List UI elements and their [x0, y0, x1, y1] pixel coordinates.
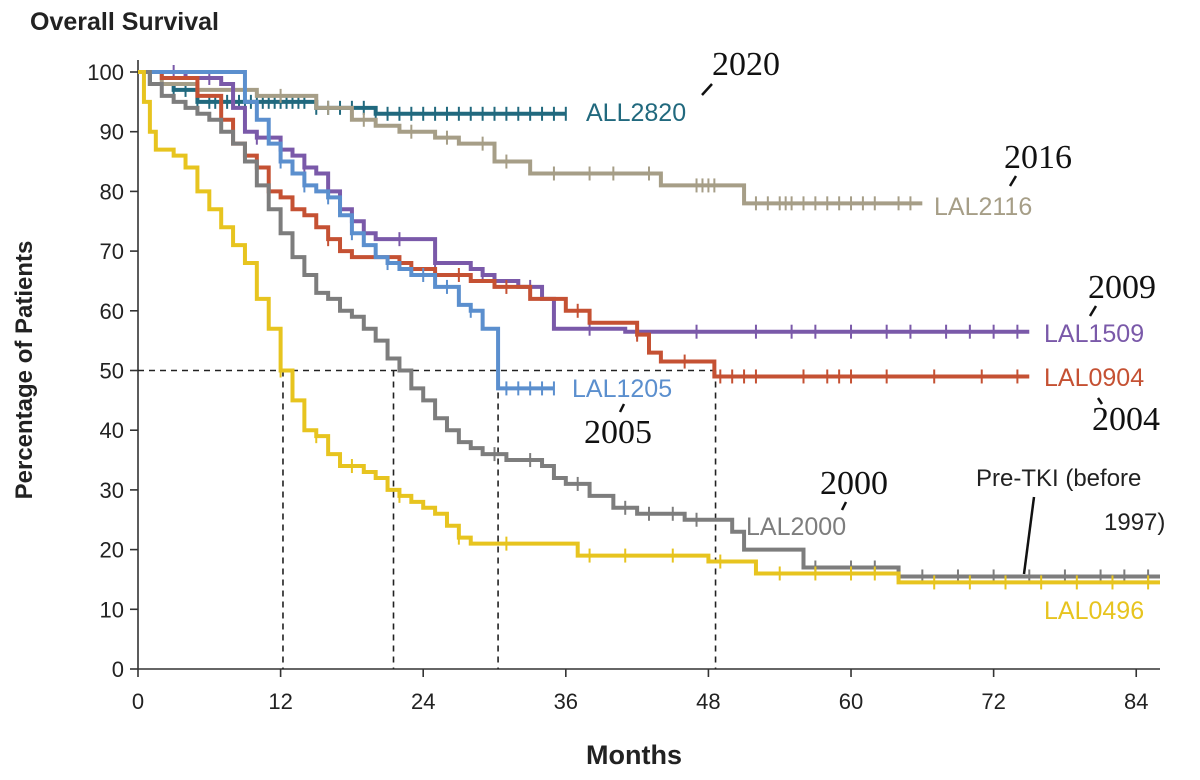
- series-label-lal0496: LAL0496: [1044, 597, 1144, 625]
- x-tick-label: 12: [268, 689, 292, 714]
- x-tick-label: 60: [839, 689, 863, 714]
- series-line-lal1509: [138, 70, 1030, 334]
- year-leader-2020: [701, 83, 713, 96]
- median-reference-lines: [138, 369, 717, 669]
- x-axis-label: Months: [586, 740, 682, 770]
- year-label-2005: 2005: [584, 414, 652, 451]
- series-lal0496: [138, 70, 1160, 590]
- year-label-2020: 2020: [712, 46, 780, 83]
- year-label-2016: 2016: [1004, 139, 1072, 176]
- y-tick-label: 20: [100, 538, 124, 563]
- series-label-lal2116: LAL2116: [934, 193, 1032, 221]
- series-line-lal2000: [138, 70, 1160, 579]
- y-tick-label: 80: [100, 179, 124, 204]
- tick-group: 0 12 24 36 48 60 72 84 0 10 20 30 40 50 60 70 80 90 100: [87, 60, 1148, 714]
- y-tick-label: 40: [100, 418, 124, 443]
- x-tick-label: 24: [411, 689, 435, 714]
- series-lal1205: [138, 70, 555, 396]
- year-leader-2009: [1088, 305, 1098, 317]
- year-leader-2004: [1096, 397, 1104, 405]
- x-tick-label: 84: [1124, 689, 1148, 714]
- series-lal2116: [138, 70, 923, 211]
- x-tick-label: 48: [696, 689, 720, 714]
- series-group: [138, 65, 1160, 590]
- chart-title: Overall Survival: [30, 8, 219, 36]
- series-label-lal0904: LAL0904: [1044, 364, 1144, 392]
- year-label-2004: 2004: [1092, 401, 1160, 438]
- y-tick-label: 0: [112, 657, 124, 682]
- series-labels: ALL2820 LAL2116 LAL1509 LAL0904 LAL1205 …: [572, 99, 1165, 625]
- y-tick-label: 10: [100, 597, 124, 622]
- pretki-leader: [1022, 496, 1036, 575]
- pretki-label-line2: 1997): [1104, 509, 1165, 536]
- y-tick-label: 30: [100, 478, 124, 503]
- series-label-lal2000: LAL2000: [746, 513, 846, 541]
- series-line-lal2116: [138, 70, 923, 206]
- y-tick-label: 100: [87, 60, 124, 85]
- series-line-lal1205: [138, 70, 554, 391]
- year-leader-2000: [840, 501, 848, 511]
- pretki-label-line1: Pre-TKI (before: [976, 465, 1141, 492]
- y-tick-label: 90: [100, 120, 124, 145]
- series-label-lal1509: LAL1509: [1044, 320, 1144, 348]
- axes: [137, 60, 1160, 670]
- year-annotations: 2020 2016 2009 2004 2005 2000: [584, 46, 1160, 575]
- year-label-2000: 2000: [820, 465, 888, 502]
- y-axis-label: Percentage of Patients: [11, 241, 38, 500]
- y-tick-label: 70: [100, 239, 124, 264]
- x-tick-label: 72: [981, 689, 1005, 714]
- y-tick-label: 60: [100, 299, 124, 324]
- year-label-2009: 2009: [1088, 269, 1156, 306]
- series-line-lal0496: [138, 70, 1160, 585]
- x-tick-label: 36: [554, 689, 578, 714]
- series-label-all2820: ALL2820: [586, 99, 686, 127]
- year-leader-2005: [618, 403, 626, 413]
- x-tick-label: 0: [132, 689, 144, 714]
- y-tick-label: 50: [100, 359, 124, 384]
- series-label-lal1205: LAL1205: [572, 375, 672, 403]
- series-lal0904: [138, 70, 1030, 384]
- year-leader-2016: [1008, 175, 1018, 187]
